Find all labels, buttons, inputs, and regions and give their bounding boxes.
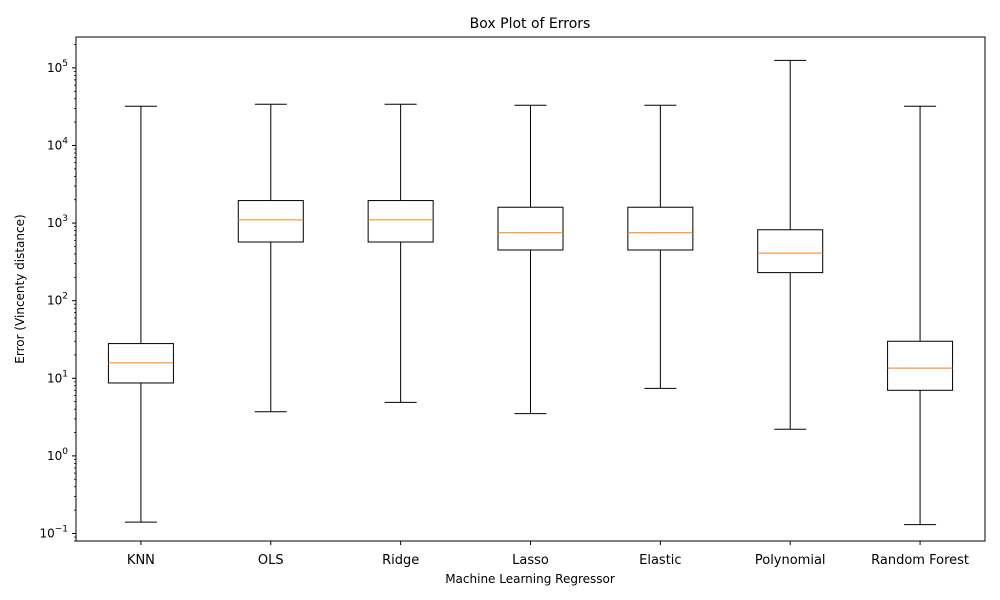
y-tick-label: 100 [47, 447, 68, 463]
x-tick-label: Ridge [382, 553, 419, 568]
y-tick-exponent: 4 [62, 136, 68, 146]
x-tick-label: Elastic [639, 553, 681, 568]
box-ridge [367, 103, 434, 403]
y-tick-exponent: 1 [62, 369, 68, 379]
box-random-forest [887, 105, 954, 526]
y-tick-label: 103 [47, 214, 68, 230]
box-polynomial [757, 59, 824, 430]
axes-frame [75, 36, 986, 542]
y-tick-label: 105 [47, 59, 68, 75]
iqr-box [497, 206, 564, 251]
box-elastic [627, 104, 694, 389]
y-tick-base: 10 [47, 61, 62, 75]
y-tick-base: 10 [39, 526, 54, 540]
iqr-box [887, 340, 954, 391]
y-tick-base: 10 [47, 449, 62, 463]
x-tick-label: OLS [258, 553, 284, 568]
y-tick-base: 10 [47, 216, 62, 230]
y-tick-label: 101 [47, 369, 68, 385]
x-axis-label: Machine Learning Regressor [445, 572, 615, 586]
iqr-box [627, 206, 694, 251]
y-tick-label: 10−1 [39, 524, 68, 540]
iqr-box [757, 229, 824, 274]
box-ols [237, 103, 304, 413]
box-lasso [497, 104, 564, 415]
y-axis-label: Error (Vincenty distance) [13, 214, 27, 363]
y-tick-base: 10 [47, 371, 62, 385]
x-tick-label: Random Forest [871, 553, 969, 568]
x-tick-label: Lasso [512, 553, 549, 568]
y-tick-label: 102 [47, 292, 68, 308]
y-tick-base: 10 [47, 294, 62, 308]
y-tick-label: 104 [47, 136, 68, 152]
y-tick-exponent: 3 [62, 214, 68, 224]
y-tick-exponent: −1 [55, 524, 68, 534]
x-tick-label: Polynomial [755, 553, 826, 568]
x-tick-label: KNN [127, 553, 155, 568]
iqr-box [367, 200, 434, 243]
y-tick-exponent: 2 [62, 292, 68, 302]
y-tick-base: 10 [47, 138, 62, 152]
box-knn [107, 105, 174, 523]
chart-title: Box Plot of Errors [470, 16, 591, 32]
y-tick-exponent: 0 [62, 447, 68, 457]
y-tick-exponent: 5 [62, 59, 68, 69]
iqr-box [237, 200, 304, 243]
